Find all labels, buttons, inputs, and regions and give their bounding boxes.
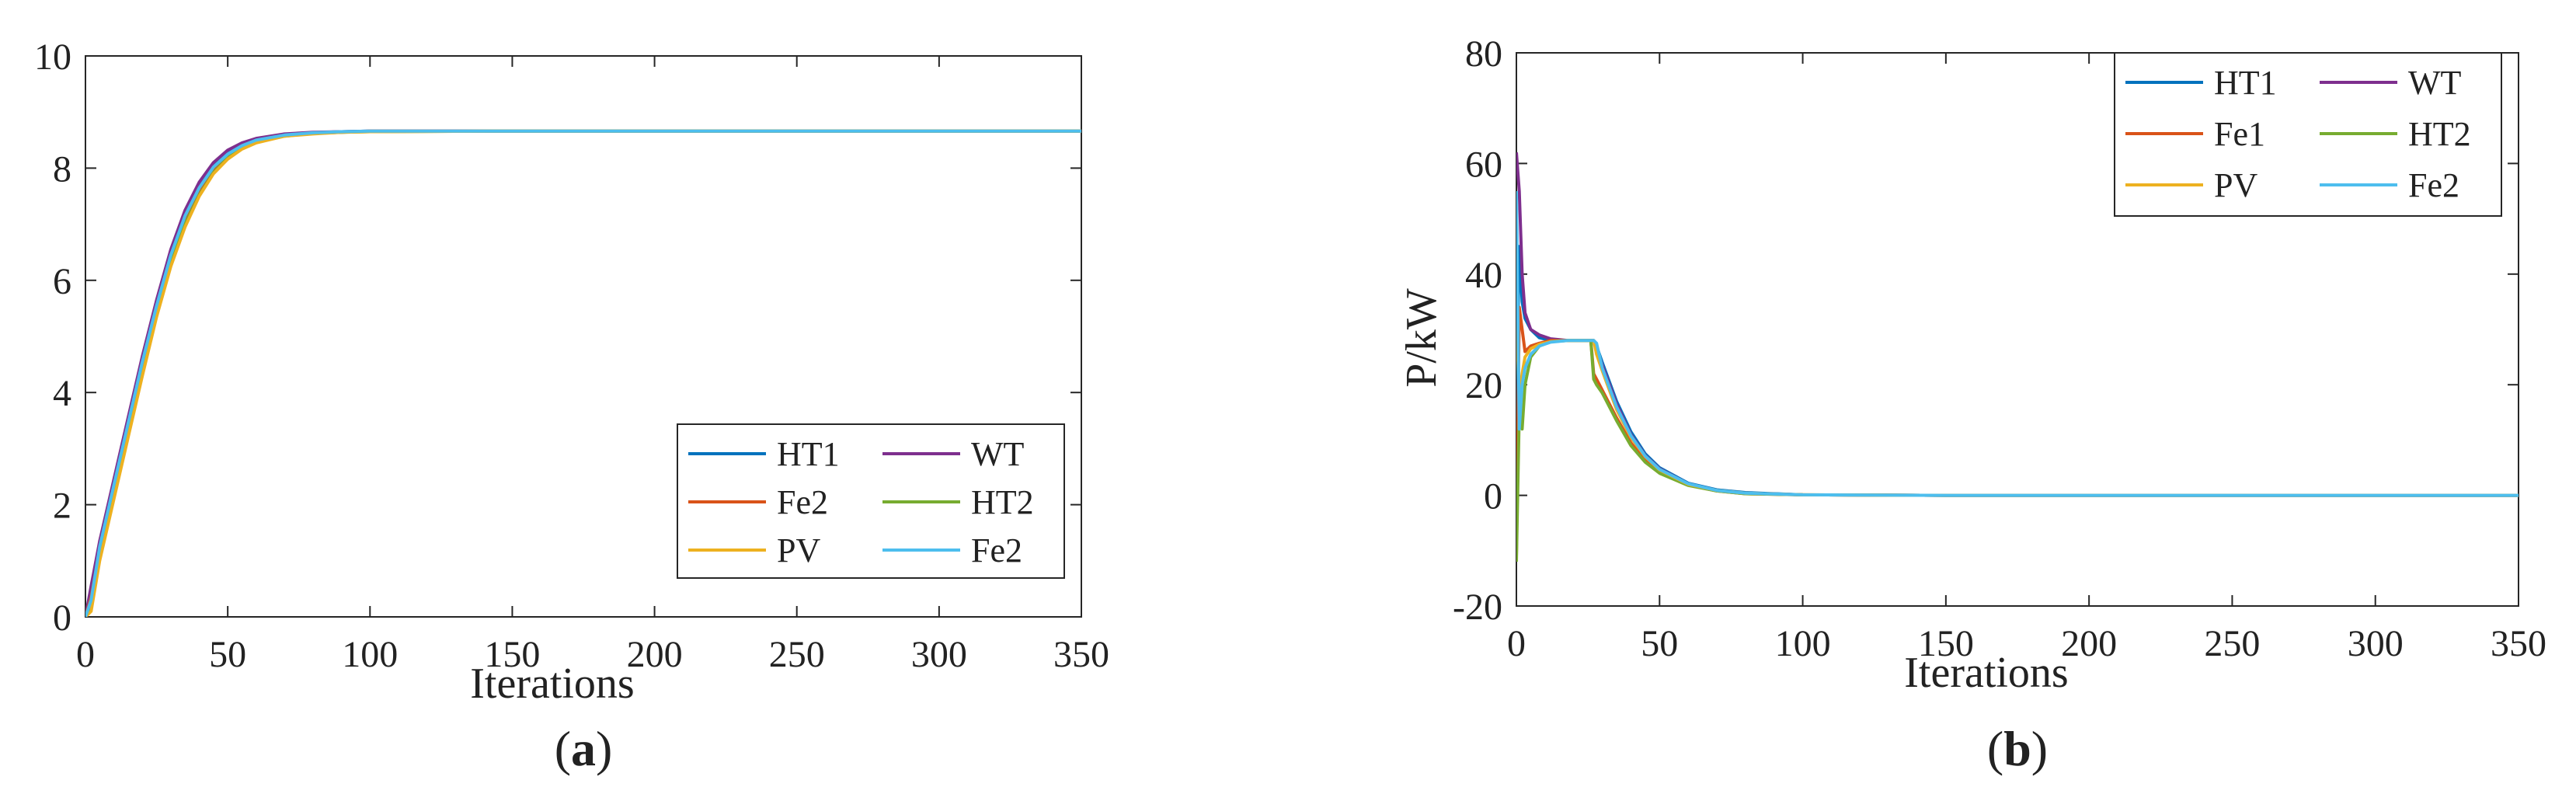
chart-panel-a: 0 50 100 150 200 250 300 350 0 2 4 6 8 10 Iterations HT… xyxy=(34,37,1109,776)
x-tick-label: 250 xyxy=(769,634,825,675)
x-tick-label: 0 xyxy=(1507,623,1526,664)
y-tick-label: 0 xyxy=(1484,476,1502,517)
legend-entry-label: HT1 xyxy=(777,435,840,473)
panel-caption-letter: a xyxy=(571,721,596,776)
panel-caption: (a) xyxy=(555,721,613,776)
x-axis-label: Iterations xyxy=(1904,649,2068,697)
legend-entry-label: Fe1 xyxy=(2214,115,2265,153)
x-tick-label: 300 xyxy=(2348,623,2404,664)
x-tick-label: 100 xyxy=(342,634,398,675)
x-tick-label: 0 xyxy=(76,634,95,675)
legend-entry-label: WT xyxy=(971,435,1025,473)
legend-entry-label: Fe2 xyxy=(971,531,1022,569)
x-tick-label: 200 xyxy=(627,634,683,675)
legend-entry-label: Fe2 xyxy=(2408,166,2459,204)
x-tick-label: 50 xyxy=(209,634,246,675)
legend-entry-label: HT1 xyxy=(2214,64,2277,102)
series-group xyxy=(85,129,1081,617)
x-tick-label: 300 xyxy=(911,634,967,675)
series-line-fe2-5 xyxy=(1516,190,2519,497)
y-tick-label: 80 xyxy=(1465,33,1502,75)
x-tick-label: 150 xyxy=(484,634,540,675)
y-tick-label: -20 xyxy=(1453,587,1502,628)
y-axis-label: P/kW xyxy=(1398,288,1446,388)
x-tick-label: 350 xyxy=(1053,634,1109,675)
series-group xyxy=(1516,152,2519,562)
legend-entry-label: HT2 xyxy=(2408,115,2471,153)
x-tick-label: 100 xyxy=(1775,623,1831,664)
x-tick-label: 200 xyxy=(2061,623,2117,664)
y-tick-label: 4 xyxy=(53,373,71,414)
legend-entry-label: PV xyxy=(777,531,820,569)
chart-panel-b: 0 50 100 150 200 250 300 350-20020406080Iterati… xyxy=(1398,33,2546,776)
legend: HT1 WT Fe2 HT2 PV Fe2 xyxy=(677,423,1065,579)
y-tick-label: 2 xyxy=(53,486,71,527)
x-tick-label: 250 xyxy=(2204,623,2260,664)
legend-entry-label: WT xyxy=(2408,64,2462,102)
series-line-fe2-5 xyxy=(85,129,1081,617)
y-tick-label: 10 xyxy=(34,37,71,78)
x-tick-label: 150 xyxy=(1918,623,1974,664)
panel-caption: (b) xyxy=(1987,721,2048,776)
y-tick-label: 6 xyxy=(53,261,71,302)
x-tick-label: 350 xyxy=(2491,623,2546,664)
x-axis-label: Iterations xyxy=(470,660,634,708)
y-tick-label: 60 xyxy=(1465,144,1502,185)
y-tick-label: 40 xyxy=(1465,255,1502,296)
legend-entry-label: HT2 xyxy=(971,483,1034,521)
legend-entry-label: Fe2 xyxy=(777,483,828,521)
y-tick-label: 0 xyxy=(53,597,71,639)
legend: HT1 WT Fe1 HT2 PV Fe2 xyxy=(2114,52,2502,217)
legend-entry-label: PV xyxy=(2214,166,2257,204)
x-tick-label: 50 xyxy=(1641,623,1678,664)
y-tick-label: 8 xyxy=(53,148,71,190)
y-tick-label: 20 xyxy=(1465,365,1502,406)
panel-caption-letter: b xyxy=(2003,721,2031,776)
